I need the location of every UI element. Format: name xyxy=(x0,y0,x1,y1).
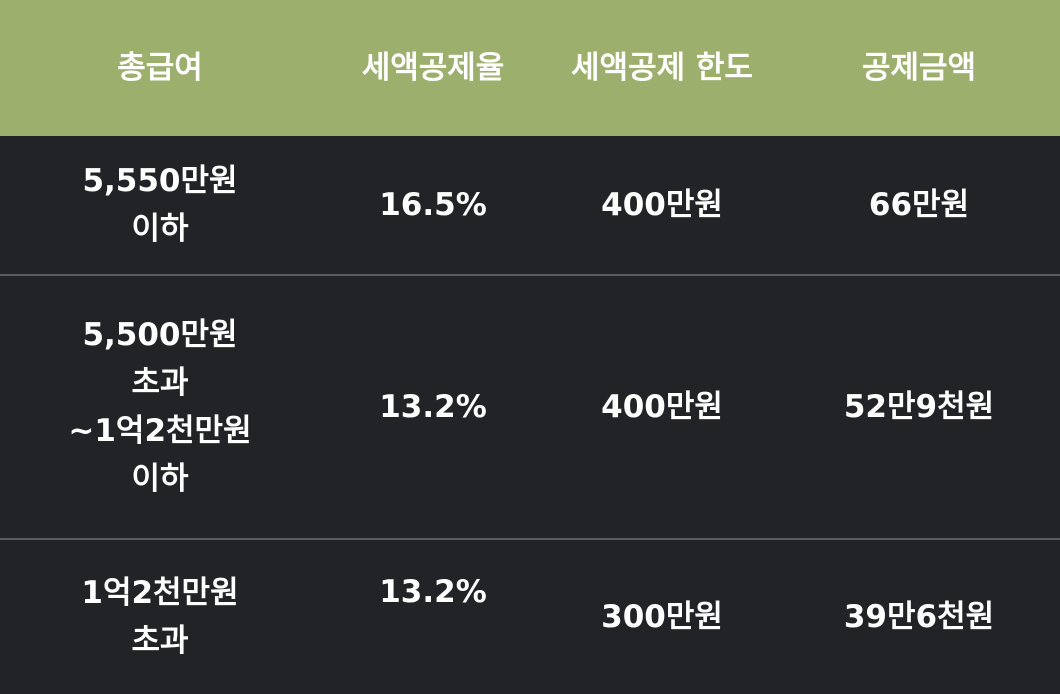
header-credit-rate: 세액공제율 xyxy=(361,50,505,86)
header-deduction-amount: 공제금액 xyxy=(861,50,977,86)
row-divider xyxy=(0,274,1060,276)
row-divider xyxy=(0,538,1060,540)
header-total-salary: 총급여 xyxy=(117,50,203,86)
amount-cell: 66만원 xyxy=(868,187,970,223)
limit-cell: 300만원 xyxy=(601,599,723,635)
table-header: 총급여 세액공제율 세액공제 한도 공제금액 xyxy=(0,0,1060,136)
header-credit-limit: 세액공제 한도 xyxy=(571,50,753,86)
limit-cell: 400만원 xyxy=(601,389,723,425)
amount-cell: 39만6천원 xyxy=(843,599,995,635)
income-cell: 1억2천만원 초과 xyxy=(81,575,239,659)
rate-cell: 16.5% xyxy=(379,187,487,223)
income-cell: 5,500만원 초과 ~1억2천만원 이하 xyxy=(68,317,252,497)
limit-cell: 400만원 xyxy=(601,187,723,223)
table-row: 5,550만원 이하 16.5% 400만원 66만원 xyxy=(0,136,1060,274)
rate-cell: 13.2% xyxy=(379,574,487,610)
rate-cell: 13.2% xyxy=(379,389,487,425)
income-cell: 5,550만원 이하 xyxy=(82,163,238,247)
table-row: 5,500만원 초과 ~1억2천만원 이하 13.2% 400만원 52만9천원 xyxy=(0,276,1060,538)
table-row: 1억2천만원 초과 13.2% 300만원 39만6천원 xyxy=(0,540,1060,694)
amount-cell: 52만9천원 xyxy=(843,389,995,425)
